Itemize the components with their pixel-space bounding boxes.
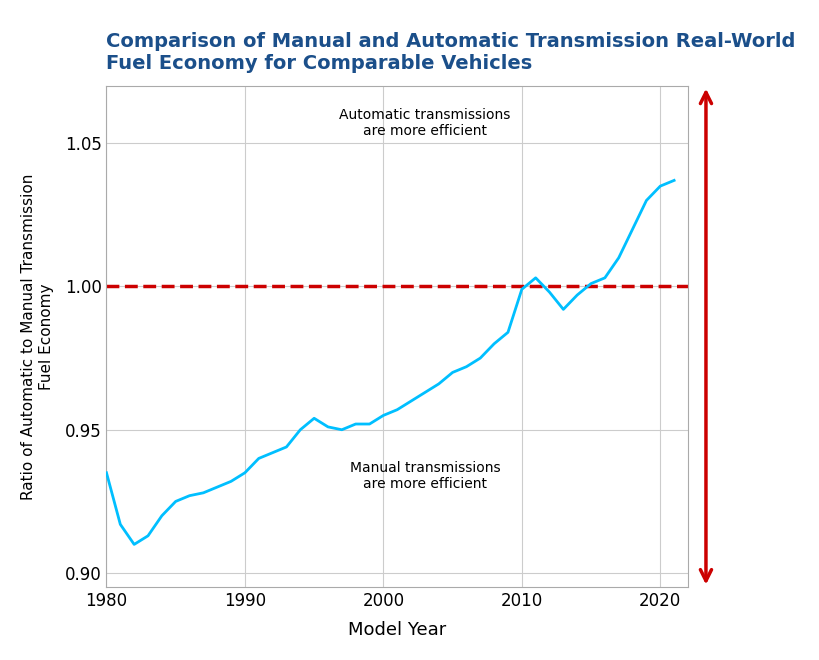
Y-axis label: Ratio of Automatic to Manual Transmission
Fuel Economy: Ratio of Automatic to Manual Transmissio… (21, 174, 53, 500)
Text: Comparison of Manual and Automatic Transmission Real-World
Fuel Economy for Comp: Comparison of Manual and Automatic Trans… (106, 32, 796, 73)
Text: Automatic transmissions
are more efficient: Automatic transmissions are more efficie… (339, 108, 510, 138)
Text: Manual transmissions
are more efficient: Manual transmissions are more efficient (350, 461, 500, 491)
X-axis label: Model Year: Model Year (348, 621, 446, 640)
